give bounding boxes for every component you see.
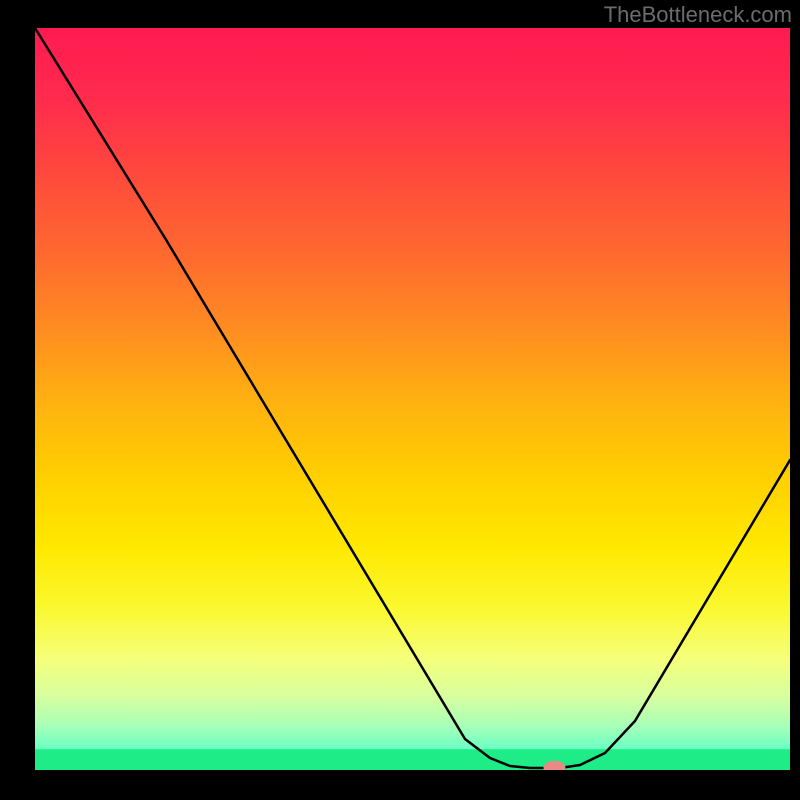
bottleneck-chart (35, 28, 790, 770)
green-bottom-band (35, 749, 790, 770)
watermark-text: TheBottleneck.com (604, 2, 792, 28)
plot-area (35, 28, 790, 770)
chart-container: TheBottleneck.com (0, 0, 800, 800)
gradient-background (35, 28, 790, 770)
